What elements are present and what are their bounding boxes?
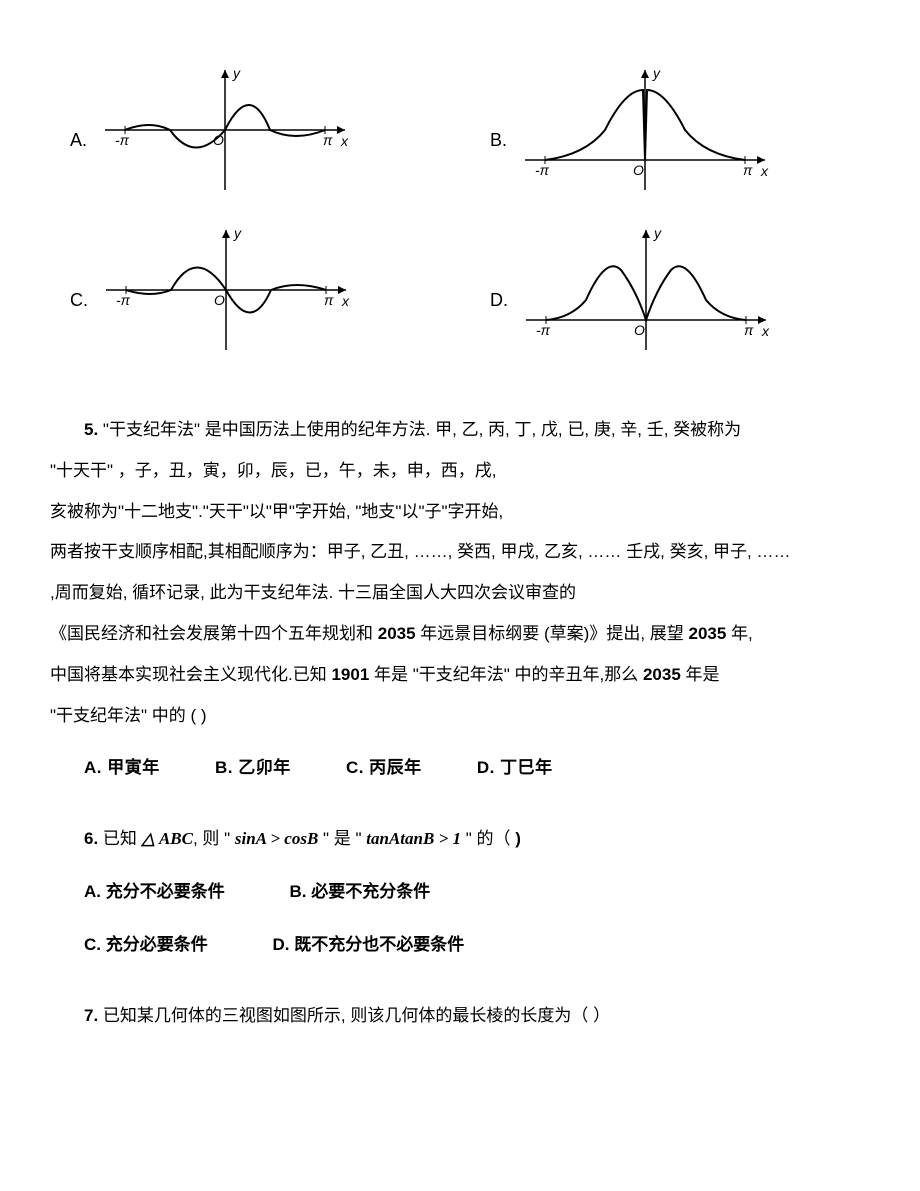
q6-options-row1: A. 充分不必要条件 B. 必要不充分条件 xyxy=(50,872,870,913)
q6-opt-a: A. 充分不必要条件 xyxy=(84,872,225,913)
graph-label-d: D. xyxy=(490,290,508,311)
q5-line8: "干支纪年法" 中的 ( ) xyxy=(50,696,870,737)
q5-opt-a: A. 甲寅年 xyxy=(84,748,160,789)
graph-c-svg: -π π O y x xyxy=(96,220,356,360)
graph-a-svg: -π π O y x xyxy=(95,60,355,200)
graph-option-a: A. -π π O y x xyxy=(70,60,430,200)
graph-label-c: C. xyxy=(70,290,88,311)
svg-text:-π: -π xyxy=(536,322,551,338)
svg-text:y: y xyxy=(233,225,242,241)
svg-text:x: x xyxy=(761,323,770,339)
axis-neg-pi: -π xyxy=(115,132,130,148)
graph-b-svg: -π π O y x xyxy=(515,60,775,200)
q5-line4: 两者按干支顺序相配,其相配顺序为：甲子, 乙丑, ……, 癸西, 甲戌, 乙亥,… xyxy=(50,532,870,573)
q5-num: 5. xyxy=(84,420,98,439)
q6-opt-c: C. 充分必要条件 xyxy=(84,925,208,966)
svg-text:O: O xyxy=(633,162,644,178)
question-6: 6. 已知 △ ABC, 则 " sinA > cosB " 是 " tanAt… xyxy=(50,819,870,965)
q5-opt-c: C. 丙辰年 xyxy=(346,748,422,789)
q6-text: 6. 已知 △ ABC, 则 " sinA > cosB " 是 " tanAt… xyxy=(50,819,870,860)
graph-options-grid: A. -π π O y x B. -π π O xyxy=(50,60,870,360)
q7-text: 7. 已知某几何体的三视图如图所示, 则该几何体的最长棱的长度为（ ） xyxy=(50,996,870,1037)
question-5: 5. "干支纪年法" 是中国历法上使用的纪年方法. 甲, 乙, 丙, 丁, 戊,… xyxy=(50,410,870,789)
svg-text:y: y xyxy=(652,65,661,81)
svg-text:y: y xyxy=(653,225,662,241)
graph-label-a: A. xyxy=(70,130,87,151)
q7-num: 7. xyxy=(84,1006,98,1025)
svg-text:π: π xyxy=(744,322,754,338)
q5-line5: ,周而复始, 循环记录, 此为干支纪年法. 十三届全国人大四次会议审查的 xyxy=(50,573,870,614)
svg-text:π: π xyxy=(324,292,334,308)
graph-d-svg: -π π O y x xyxy=(516,220,776,360)
svg-text:π: π xyxy=(743,162,753,178)
q5-options: A. 甲寅年 B. 乙卯年 C. 丙辰年 D. 丁巳年 xyxy=(50,748,870,789)
q5-line6: 《国民经济和社会发展第十四个五年规划和 2035 年远景目标纲要 (草案)》提出… xyxy=(50,614,870,655)
q6-opt-b: B. 必要不充分条件 xyxy=(289,872,430,913)
svg-text:-π: -π xyxy=(535,162,550,178)
q5-opt-d: D. 丁巳年 xyxy=(477,748,553,789)
q6-options-row2: C. 充分必要条件 D. 既不充分也不必要条件 xyxy=(50,925,870,966)
graph-label-b: B. xyxy=(490,130,507,151)
svg-text:O: O xyxy=(214,292,225,308)
axis-y: y xyxy=(232,65,241,81)
q5-line3: 亥被称为"十二地支"."天干"以"甲"字开始, "地支"以"子"字开始, xyxy=(50,492,870,533)
svg-text:-π: -π xyxy=(116,292,131,308)
axis-x: x xyxy=(340,133,349,149)
svg-text:O: O xyxy=(634,322,645,338)
graph-option-b: B. -π π O y x xyxy=(490,60,850,200)
q6-opt-d: D. 既不充分也不必要条件 xyxy=(272,925,464,966)
graph-option-c: C. -π π O y x xyxy=(70,220,430,360)
graph-option-d: D. -π π O y x xyxy=(490,220,850,360)
svg-text:x: x xyxy=(341,293,350,309)
axis-pi: π xyxy=(323,132,333,148)
q6-num: 6. xyxy=(84,829,98,848)
q5-line2: "十天干" ，子，丑，寅，卯，辰，已，午，未，申，西，戌, xyxy=(50,451,870,492)
q5-opt-b: B. 乙卯年 xyxy=(215,748,291,789)
q5-line1: 5. "干支纪年法" 是中国历法上使用的纪年方法. 甲, 乙, 丙, 丁, 戊,… xyxy=(50,410,870,451)
svg-text:x: x xyxy=(760,163,769,179)
question-7: 7. 已知某几何体的三视图如图所示, 则该几何体的最长棱的长度为（ ） xyxy=(50,996,870,1037)
q5-line7: 中国将基本实现社会主义现代化.已知 1901 年是 "干支纪年法" 中的辛丑年,… xyxy=(50,655,870,696)
